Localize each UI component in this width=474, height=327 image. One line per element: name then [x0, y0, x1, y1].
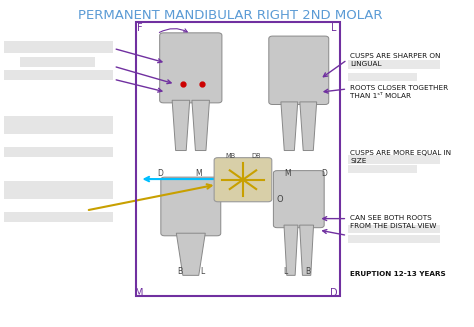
Bar	[137, 23, 340, 297]
Text: M: M	[196, 169, 202, 178]
Text: ROOTS CLOSER TOGETHER
THAN 1ˢᵀ MOLAR: ROOTS CLOSER TOGETHER THAN 1ˢᵀ MOLAR	[350, 85, 448, 99]
Polygon shape	[281, 102, 298, 150]
Text: DB: DB	[251, 153, 261, 159]
Bar	[348, 235, 440, 243]
Text: O: O	[276, 195, 283, 204]
Text: D: D	[330, 287, 337, 298]
Bar	[20, 57, 95, 67]
Text: L: L	[283, 267, 287, 276]
Bar	[4, 41, 113, 53]
Bar	[4, 116, 113, 134]
Text: ERUPTION 12-13 YEARS: ERUPTION 12-13 YEARS	[350, 271, 446, 277]
Bar	[4, 70, 113, 80]
Text: M: M	[135, 287, 144, 298]
Text: CAN SEE BOTH ROOTS
FROM THE DISTAL VIEW: CAN SEE BOTH ROOTS FROM THE DISTAL VIEW	[350, 215, 437, 229]
Text: CUSPS ARE SHARPER ON
LINGUAL: CUSPS ARE SHARPER ON LINGUAL	[350, 53, 440, 67]
Bar	[348, 225, 440, 233]
Text: B: B	[177, 267, 182, 276]
Polygon shape	[192, 100, 210, 150]
Polygon shape	[284, 225, 298, 275]
Bar	[348, 155, 440, 164]
Text: PERMANENT MANDIBULAR RIGHT 2ND MOLAR: PERMANENT MANDIBULAR RIGHT 2ND MOLAR	[78, 9, 383, 23]
Bar	[348, 60, 440, 69]
Text: F: F	[137, 23, 142, 33]
Bar	[348, 165, 417, 173]
Polygon shape	[300, 102, 317, 150]
FancyBboxPatch shape	[269, 36, 329, 105]
Bar	[4, 181, 113, 199]
Text: L: L	[331, 23, 337, 33]
FancyBboxPatch shape	[273, 171, 324, 228]
Text: CUSPS ARE MORE EQUAL IN
SIZE: CUSPS ARE MORE EQUAL IN SIZE	[350, 150, 451, 164]
FancyBboxPatch shape	[160, 33, 222, 103]
Text: L: L	[201, 267, 205, 276]
Text: M: M	[284, 169, 291, 178]
Text: D: D	[158, 169, 164, 178]
Polygon shape	[172, 100, 190, 150]
FancyBboxPatch shape	[161, 177, 221, 236]
Bar	[348, 73, 417, 81]
Text: D: D	[321, 169, 328, 178]
Text: B: B	[305, 267, 310, 276]
FancyBboxPatch shape	[214, 158, 272, 202]
Text: MB: MB	[225, 153, 235, 159]
Bar	[4, 212, 113, 222]
Polygon shape	[300, 225, 314, 275]
Bar	[4, 147, 113, 157]
Polygon shape	[176, 233, 205, 275]
